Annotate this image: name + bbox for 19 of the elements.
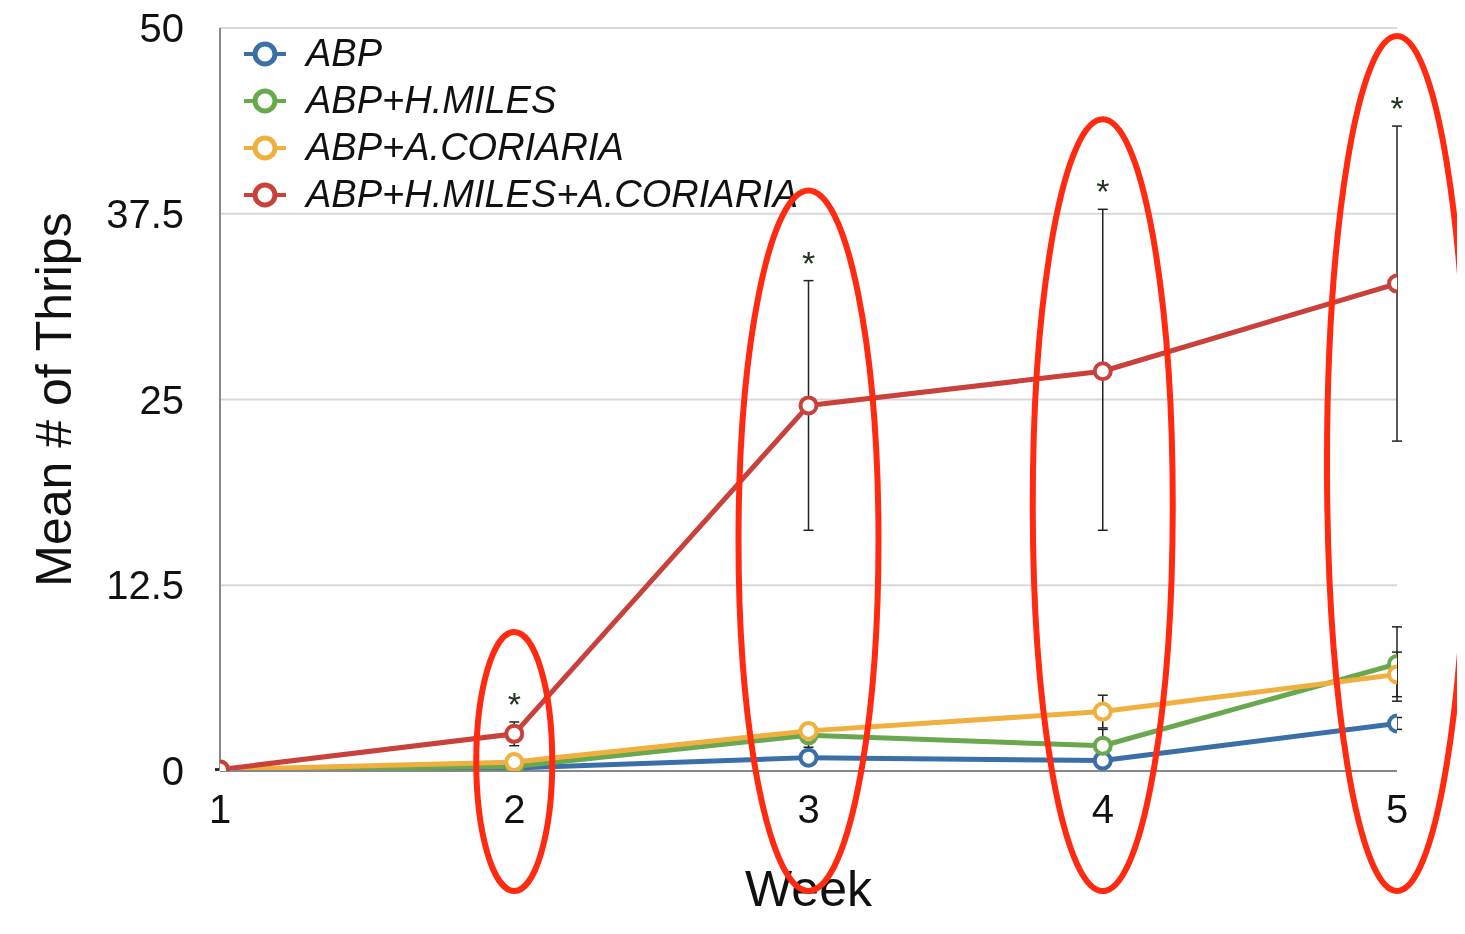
annotation: *: [1096, 172, 1110, 211]
legend-label: ABP+H.MILES: [306, 79, 557, 122]
y-tick-label: 50: [139, 6, 184, 51]
y-tick-label: 0: [161, 749, 184, 794]
x-tick-label: 4: [1091, 787, 1114, 832]
x-tick-label: 3: [797, 787, 820, 832]
annotation: *: [1390, 89, 1404, 128]
x-tick-label: 5: [1385, 787, 1409, 832]
y-tick-label: 12.5: [106, 563, 184, 608]
x-tick-label: 1: [208, 787, 232, 832]
annotation: *: [507, 684, 521, 723]
x-tick-label: 2: [503, 787, 526, 832]
legend-label: ABP: [306, 32, 383, 75]
y-tick-label: 37.5: [106, 191, 184, 236]
y-axis-title: Mean # of Thrips: [25, 212, 82, 587]
legend-label: ABP+A.CORIARIA: [306, 126, 624, 169]
y-tick-label: 25: [139, 377, 184, 422]
legend-label: ABP+H.MILES+A.CORIARIA: [306, 173, 799, 216]
annotation: *: [801, 243, 816, 282]
